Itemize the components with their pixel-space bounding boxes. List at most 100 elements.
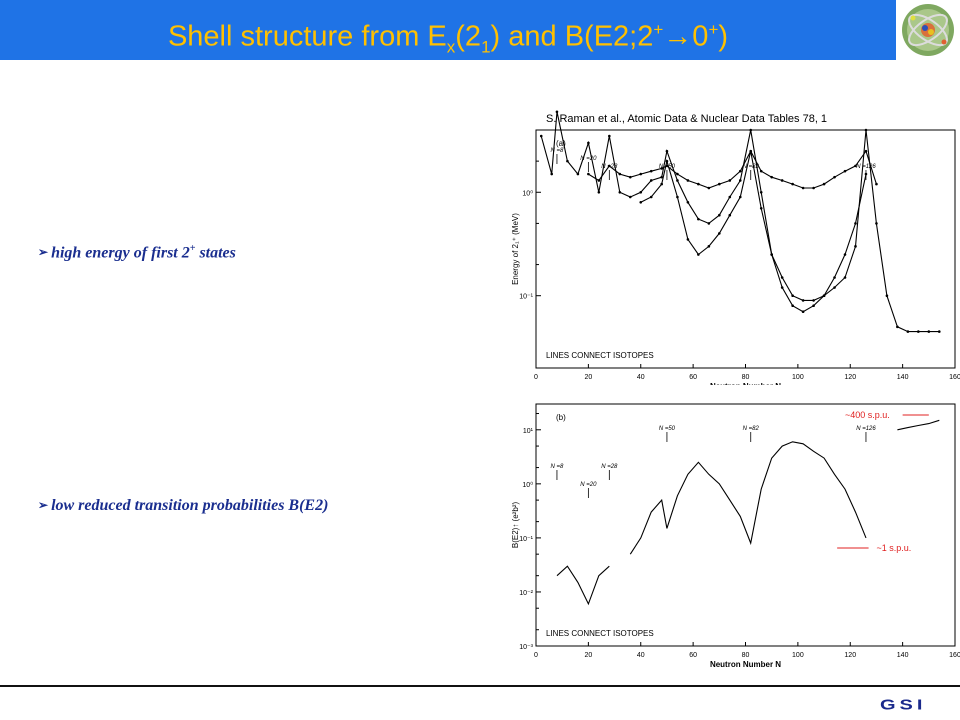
magic-number-label: N =126 [856,164,876,170]
data-point [718,182,721,186]
data-point [791,182,794,186]
series-line [640,150,867,313]
data-point [770,253,773,256]
x-tick-label: 80 [742,652,750,659]
data-point [728,195,732,199]
data-point [801,186,805,190]
data-point [843,253,847,256]
chart-be2: 0 20 40 60 80 100 120 140 160 10⁻³ 10⁻² 10⁻¹ 10⁰ 10¹ N… [511,403,960,668]
series-line [588,149,877,189]
magic-number-label: N =8 [551,464,565,470]
data-point [749,128,753,132]
citation: S. Raman et al., Atomic Data & Nuclear D… [546,113,827,125]
magic-number-label: N =20 [580,482,597,488]
x-tick-label: 40 [637,374,645,381]
data-point [780,179,784,182]
data-point [686,238,690,241]
magic-number-label: N =126 [856,426,876,432]
data-point [707,222,711,225]
x-tick-label: 60 [689,374,697,381]
data-point [665,149,669,153]
annotation-400-spu: ~400 s.p.u. [845,410,890,420]
x-tick-label: 160 [949,652,960,659]
data-point [639,172,643,176]
lines-connect-isotopes-note: LINES CONNECT ISOTOPES [546,629,654,638]
data-point [738,195,742,199]
y-tick-label: 10⁰ [522,189,533,197]
data-point [649,169,653,173]
data-point [728,179,732,182]
data-point [539,134,543,138]
data-point [618,190,622,194]
data-point [660,182,663,186]
x-tick-label: 100 [792,652,804,659]
y-tick-label: 10⁻¹ [519,294,533,301]
data-point [697,253,700,256]
data-point [917,330,920,333]
data-point [780,276,784,279]
x-tick-label: 140 [897,374,909,381]
y-tick-label: 10⁻² [519,590,533,597]
data-point [707,186,711,190]
data-point [697,182,700,186]
nuclear-atom-logo-icon [898,0,960,60]
data-point [833,276,836,279]
data-point [587,141,590,145]
data-point [555,110,559,114]
data-point [791,294,794,298]
data-point [875,222,878,225]
data-point [718,213,721,217]
data-point [550,172,554,176]
data-point [660,175,663,179]
chart-excitation-energy: S. Raman et al., Atomic Data & Nuclear D… [511,110,960,385]
data-point [608,164,611,168]
data-point [927,330,931,333]
data-point [812,299,815,302]
data-point [791,304,794,308]
data-point [697,217,700,221]
y-tick-label: 10⁻³ [519,644,533,651]
bullet-low-be2: ➢ low reduced transition probabilities B(… [38,497,329,514]
annotation-1-spu: ~1 s.p.u. [876,543,911,553]
data-point [738,169,742,173]
data-point [885,294,889,298]
x-tick-label: 160 [949,374,960,381]
data-point [833,175,836,179]
slide-title: Shell structure from Ex(21) and B(E2;2+→… [167,20,729,57]
gsi-logo: GSI [880,696,927,714]
panel-label: (a) [556,139,566,148]
data-point [864,128,868,132]
data-point [801,310,805,314]
y-tick-label: 10⁰ [522,481,533,489]
data-point [759,206,763,210]
magic-number-label: N =82 [743,164,760,170]
x-tick-label: 0 [534,374,538,381]
data-point [854,245,857,248]
y-tick-label: 10⁻¹ [519,536,533,543]
data-point [854,164,857,168]
data-point [812,186,815,190]
title-bar: Shell structure from Ex(21) and B(E2;2+→… [0,0,896,60]
data-point [597,190,601,194]
y-axis-label: Energy of 2₁⁺ (MeV) [511,213,520,285]
magic-number-label: N =20 [580,156,597,162]
data-point [906,330,910,333]
magic-number-label: N =82 [743,426,760,432]
x-tick-label: 120 [844,374,856,381]
data-point [875,182,878,186]
data-point [780,286,784,289]
panel-label: (b) [556,413,566,422]
data-point [864,149,868,153]
data-point [759,169,763,173]
data-point [843,169,847,173]
series-line [629,441,867,555]
data-point [587,172,590,176]
data-point [676,179,679,182]
footer-divider [0,685,960,687]
data-point [833,286,836,289]
bullet-high-energy: ➢ high energy of first 2+ states [38,243,236,262]
x-tick-label: 120 [844,652,856,659]
data-point [801,299,805,302]
data-point [822,294,826,298]
data-point [749,149,753,153]
